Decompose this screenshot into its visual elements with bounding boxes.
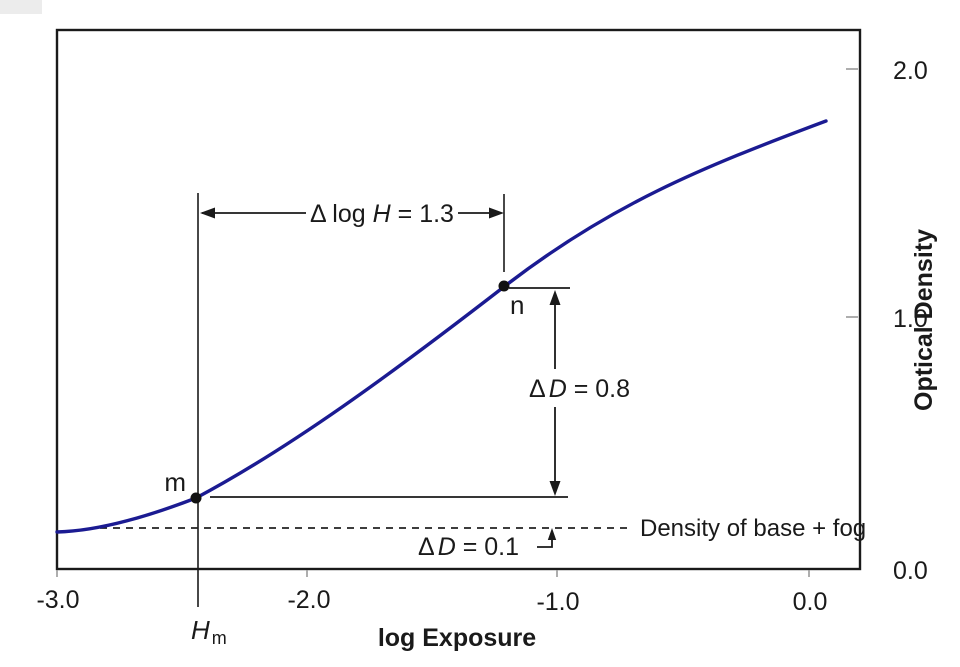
point-m-label: m — [164, 467, 186, 497]
arrowhead-right-icon — [489, 207, 504, 219]
arrowhead-up-icon — [549, 290, 561, 305]
point-m-marker — [190, 492, 202, 504]
y-tick-label-0: 0.0 — [893, 557, 928, 585]
x-tick-label-neg1: -1.0 — [536, 588, 579, 616]
x-axis-ticks — [56, 570, 810, 577]
arrowhead-down-icon — [549, 481, 561, 496]
characteristic-curve — [55, 119, 828, 534]
scan-artifact — [0, 0, 42, 14]
delta-logh-label: Δ log H = 1.3 — [310, 200, 454, 228]
y-tick-label-1: 1.0 — [893, 305, 928, 333]
y-tick-label-2: 2.0 — [893, 57, 928, 85]
arrowhead-small-up-icon — [547, 528, 557, 540]
x-tick-label-neg2: -2.0 — [287, 586, 330, 614]
x-axis-title: log Exposure — [378, 624, 536, 652]
point-n-marker — [498, 280, 510, 292]
y-axis-ticks — [846, 68, 858, 318]
point-n-label: n — [510, 290, 524, 320]
x-tick-label-zero: 0.0 — [793, 588, 828, 616]
arrowhead-left-icon — [200, 207, 215, 219]
y-axis-title: Optical Density — [910, 229, 938, 411]
x-tick-label-neg3: -3.0 — [36, 586, 79, 614]
plot-frame — [55, 28, 862, 571]
base-fog-label: Density of base + fog — [640, 515, 866, 542]
